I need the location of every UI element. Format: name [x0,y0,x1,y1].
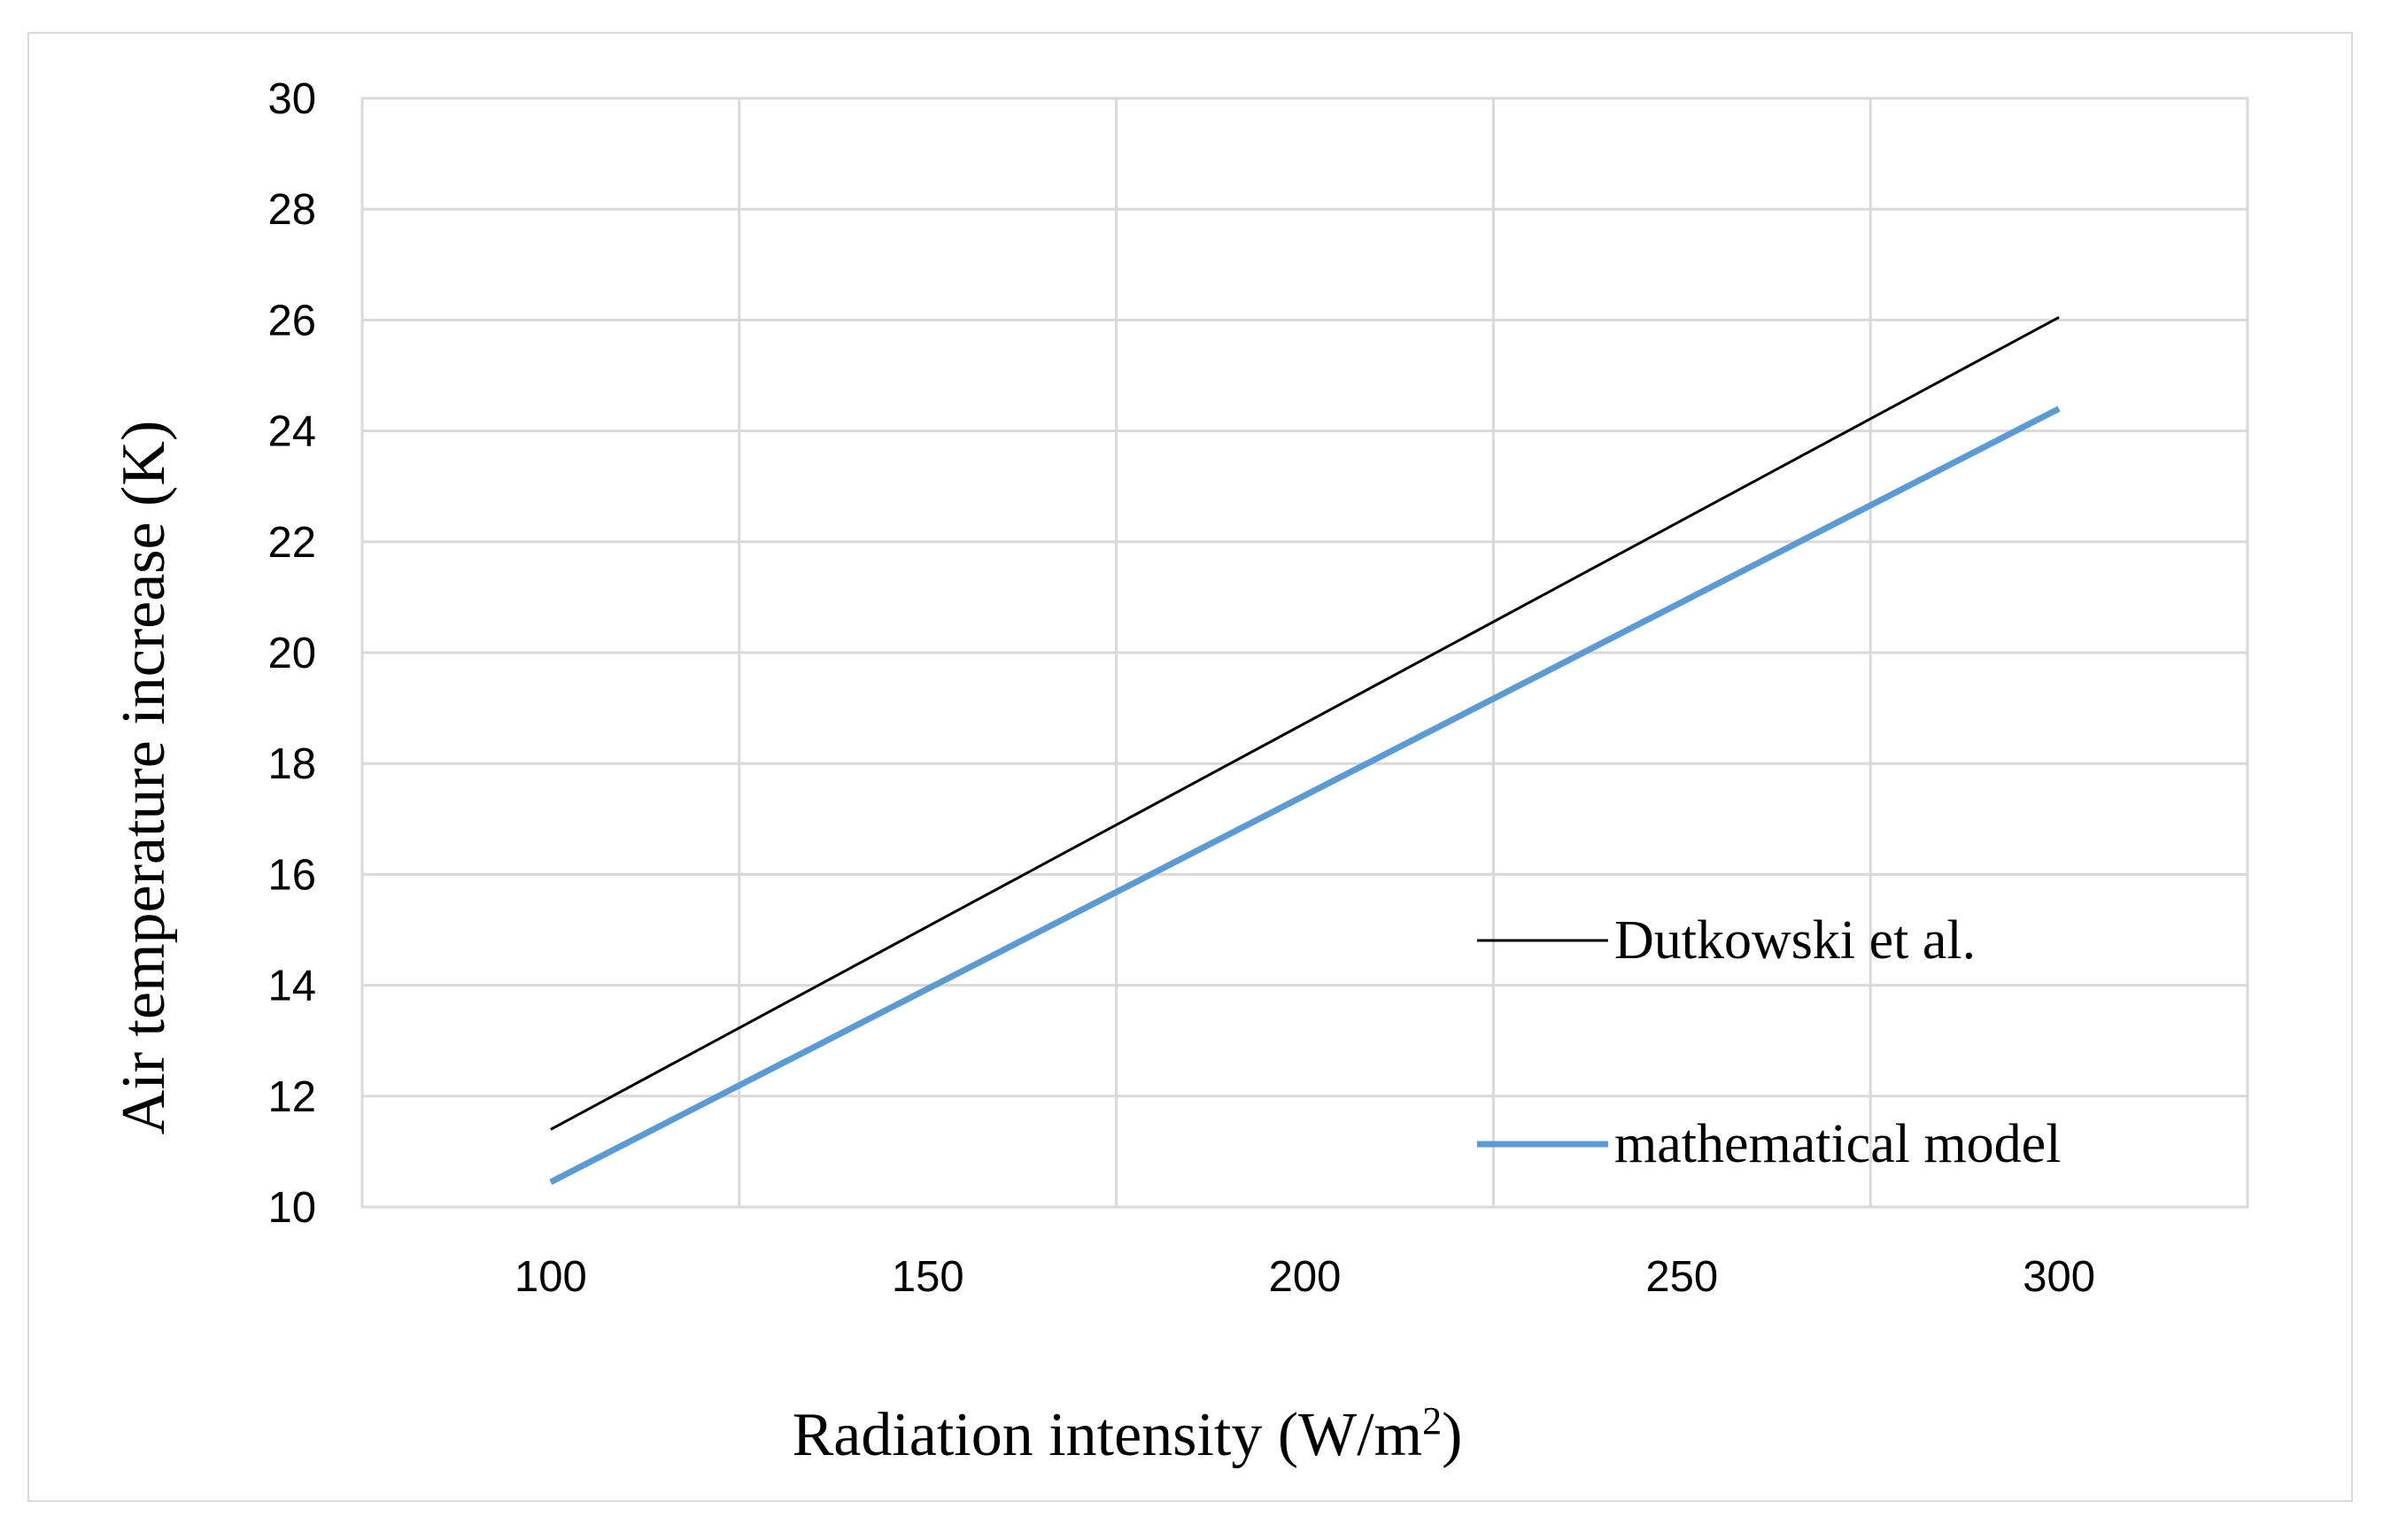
y-tick-label: 28 [267,186,316,234]
legend: Dutkowski et al. mathematical model [1477,910,2061,1174]
y-tick-label: 30 [267,75,316,123]
legend-label-mathematical-model: mathematical model [1614,1114,2061,1174]
y-tick-label: 10 [267,1184,316,1232]
series-layer [549,315,2061,1185]
x-tick-label: 300 [2023,1253,2095,1301]
series-line-dutkowski [550,315,2060,1131]
series-line-mathematical-model [549,406,2061,1185]
x-tick-label: 100 [515,1253,587,1301]
y-tick-label: 14 [267,963,316,1010]
y-tick-label: 18 [267,740,316,788]
legend-label-dutkowski: Dutkowski et al. [1614,910,1976,971]
y-tick-label: 22 [267,519,316,567]
tick-label-layer: 10 12 14 16 18 20 22 24 26 28 30 100 150 200 250 300 [267,75,2094,1301]
x-axis-title: Radiation intensity (W/m2) [793,1399,1463,1470]
y-tick-label: 24 [267,408,316,456]
x-tick-label: 200 [1269,1253,1342,1301]
x-axis-title-close: ) [1442,1401,1462,1469]
x-axis-title-superscript: 2 [1422,1399,1442,1443]
x-axis-title-text: Radiation intensity (W/m [793,1401,1423,1469]
plot-area-border [360,97,2249,1209]
x-tick-label: 250 [1645,1253,1718,1301]
y-tick-label: 26 [267,297,316,344]
y-tick-label: 12 [267,1073,316,1121]
grid-layer [360,97,2249,1209]
y-tick-label: 20 [267,630,316,677]
x-tick-label: 150 [892,1253,964,1301]
y-axis-title: Air temperature increase (K) [110,421,178,1135]
chart-svg: 10 12 14 16 18 20 22 24 26 28 30 100 150 200 250 300 Ra… [110,75,2249,1470]
y-tick-label: 16 [267,851,316,899]
chart-frame: 10 12 14 16 18 20 22 24 26 28 30 100 150 200 250 300 Ra… [27,32,2353,1502]
